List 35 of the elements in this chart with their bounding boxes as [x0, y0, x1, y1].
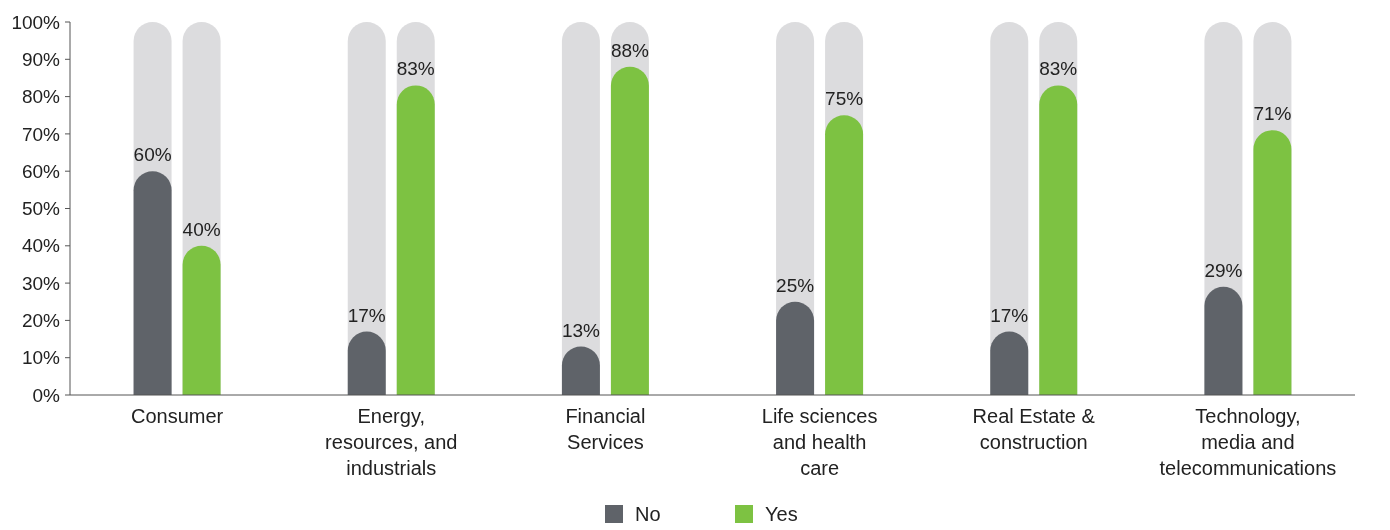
text: 40%: [182, 218, 221, 240]
x-tick-label: Financial Services: [565, 405, 646, 453]
x-tick-label: Life sciences and health care: [761, 405, 878, 479]
y-tick-label: 60%: [21, 160, 61, 182]
legend-label: Yes: [765, 503, 798, 525]
x-tick-label: Real Estate & construction: [972, 405, 1096, 453]
text: 88%: [610, 39, 649, 61]
y-tick-label: 30%: [21, 272, 61, 294]
y-tick-label: 20%: [21, 310, 61, 332]
bar: [990, 331, 1029, 395]
text: 29%: [1204, 259, 1243, 281]
y-tick-label: 90%: [21, 48, 61, 70]
y-tick-label: 40%: [21, 235, 61, 257]
bar: [347, 331, 386, 395]
text: 17%: [990, 304, 1029, 326]
x-tick-label: Technology, media and telecommunications: [1159, 405, 1337, 479]
text: 75%: [825, 88, 864, 110]
y-tick-label: 0%: [32, 384, 61, 406]
y-tick-label: 10%: [21, 347, 61, 369]
text: 83%: [396, 58, 435, 80]
y-tick-label: 100%: [11, 11, 61, 33]
x-tick-label: Energy, resources, and industrials: [325, 405, 458, 479]
x-tick-label: Consumer: [130, 405, 224, 427]
y-tick-label: 80%: [21, 86, 61, 108]
text: 60%: [133, 144, 172, 166]
text: 25%: [776, 274, 815, 296]
bar: [776, 301, 815, 395]
text: 13%: [561, 319, 600, 341]
y-tick-label: 50%: [21, 198, 61, 220]
text: 17%: [347, 304, 386, 326]
legend-label: No: [635, 503, 661, 525]
text: 71%: [1253, 103, 1292, 125]
y-tick-label: 70%: [21, 123, 61, 145]
text: 83%: [1039, 58, 1078, 80]
bar: [1204, 286, 1243, 395]
